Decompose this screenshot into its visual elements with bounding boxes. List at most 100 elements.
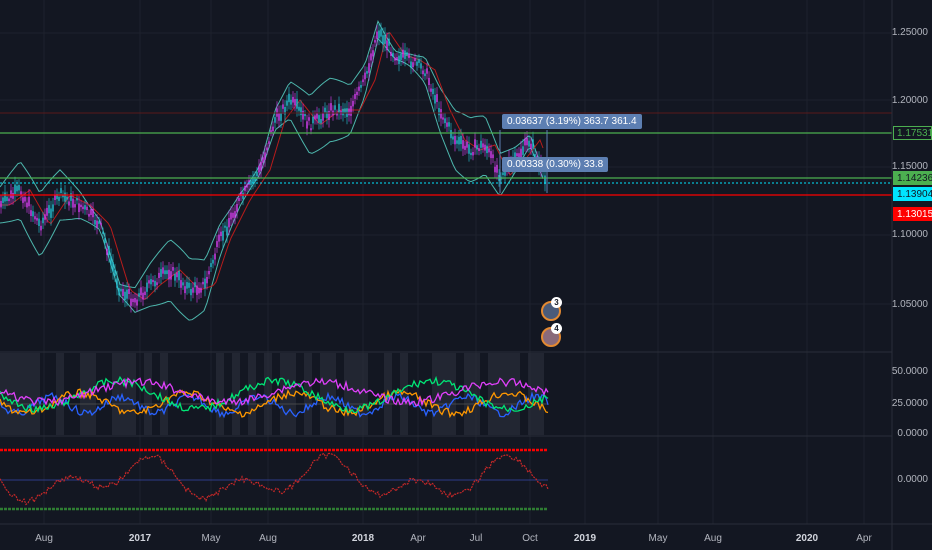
- candle-body: [58, 196, 60, 201]
- highlight-band: [112, 353, 120, 435]
- oscillator-line-red: [0, 452, 549, 506]
- candle-body: [434, 95, 436, 104]
- price-axis-label: 1.05000: [891, 299, 928, 310]
- candle-body: [522, 146, 524, 155]
- candle-body: [184, 286, 186, 294]
- highlight-band: [24, 353, 32, 435]
- candle-body: [516, 153, 518, 157]
- candle-body: [68, 201, 70, 206]
- candle-body: [306, 121, 308, 129]
- candle-body: [74, 204, 76, 208]
- candle-body: [148, 280, 150, 284]
- candle-body: [62, 194, 64, 198]
- candle-body: [216, 241, 218, 247]
- candle-body: [360, 85, 362, 88]
- moving-average: [0, 32, 544, 300]
- candle-body: [126, 289, 128, 299]
- candle-body: [300, 107, 302, 116]
- candle-body: [32, 211, 34, 217]
- candle-body: [472, 152, 474, 156]
- candle-body: [224, 225, 226, 228]
- oscillator-pane-2[interactable]: [0, 448, 549, 511]
- candle-body: [474, 139, 476, 148]
- candle-body: [102, 231, 104, 234]
- candle-body: [492, 154, 494, 159]
- candle-body: [530, 143, 532, 150]
- price-pane[interactable]: [0, 19, 892, 321]
- candle-body: [86, 206, 88, 210]
- time-axis-label: Apr: [410, 533, 426, 544]
- candle-body: [236, 204, 238, 212]
- time-axis-label: Aug: [704, 533, 722, 544]
- candle-body: [88, 213, 90, 217]
- candle-body: [268, 141, 270, 144]
- candle-body: [178, 270, 180, 281]
- candle-body: [386, 40, 388, 51]
- candle-body: [534, 154, 536, 160]
- candle-body: [252, 177, 254, 184]
- candle-body: [208, 271, 210, 275]
- candle-body: [188, 282, 190, 288]
- candle-body: [404, 50, 406, 59]
- candle-body: [166, 270, 168, 275]
- candle-body: [54, 195, 56, 200]
- candle-body: [334, 105, 336, 110]
- candle-body: [258, 165, 260, 173]
- candle-body: [470, 152, 472, 156]
- candle-body: [0, 200, 2, 208]
- candle-body: [382, 35, 384, 45]
- candle-body: [466, 141, 468, 148]
- candle-body: [140, 287, 142, 296]
- candle-body: [92, 209, 94, 218]
- candle-body: [468, 144, 470, 154]
- candle-body: [282, 104, 284, 109]
- candle-body: [490, 151, 492, 159]
- candle-body: [460, 135, 462, 145]
- candle-body: [118, 288, 120, 296]
- candle-body: [488, 148, 490, 153]
- candle-body: [416, 61, 418, 66]
- candle-body: [290, 99, 292, 105]
- candle-body: [232, 212, 234, 218]
- candle-body: [176, 272, 178, 278]
- candle-body: [154, 280, 156, 287]
- candle-body: [22, 197, 24, 203]
- time-axis-label: 2017: [128, 533, 152, 544]
- candle-body: [132, 298, 134, 303]
- candle-body: [52, 204, 54, 212]
- candle-body: [36, 217, 38, 221]
- candle-body: [424, 73, 426, 77]
- candle-body: [292, 96, 294, 103]
- highlight-band: [472, 353, 480, 435]
- oscillator-pane-1[interactable]: [0, 353, 549, 435]
- candle-body: [98, 221, 100, 224]
- highlight-band: [160, 353, 168, 435]
- candle-body: [202, 281, 204, 285]
- candle-body: [380, 29, 382, 37]
- measure-label[interactable]: 0.00338 (0.30%) 33.8: [502, 157, 609, 172]
- candle-body: [418, 59, 420, 63]
- time-axis-label: May: [201, 533, 221, 544]
- candle-body: [72, 198, 74, 208]
- candle-body: [362, 79, 364, 83]
- candle-body: [414, 58, 416, 61]
- candle-body: [172, 267, 174, 271]
- candle-body: [180, 280, 182, 288]
- highlight-band: [352, 353, 360, 435]
- highlight-band: [512, 353, 520, 435]
- measure-label[interactable]: 0.03637 (3.19%) 363.7 361.4: [502, 114, 642, 129]
- candle-body: [350, 105, 352, 116]
- candle-body: [228, 218, 230, 228]
- candle-body: [106, 248, 108, 255]
- candle-body: [130, 298, 132, 306]
- candle-body: [378, 30, 380, 39]
- candle-body: [46, 207, 48, 216]
- candle-body: [42, 217, 44, 224]
- candle-body: [204, 278, 206, 289]
- candle-body: [486, 145, 488, 154]
- candle-body: [66, 196, 68, 200]
- candle-body: [304, 114, 306, 117]
- oscillator-axis-label: 0.0000: [897, 428, 928, 439]
- candle-body: [392, 52, 394, 57]
